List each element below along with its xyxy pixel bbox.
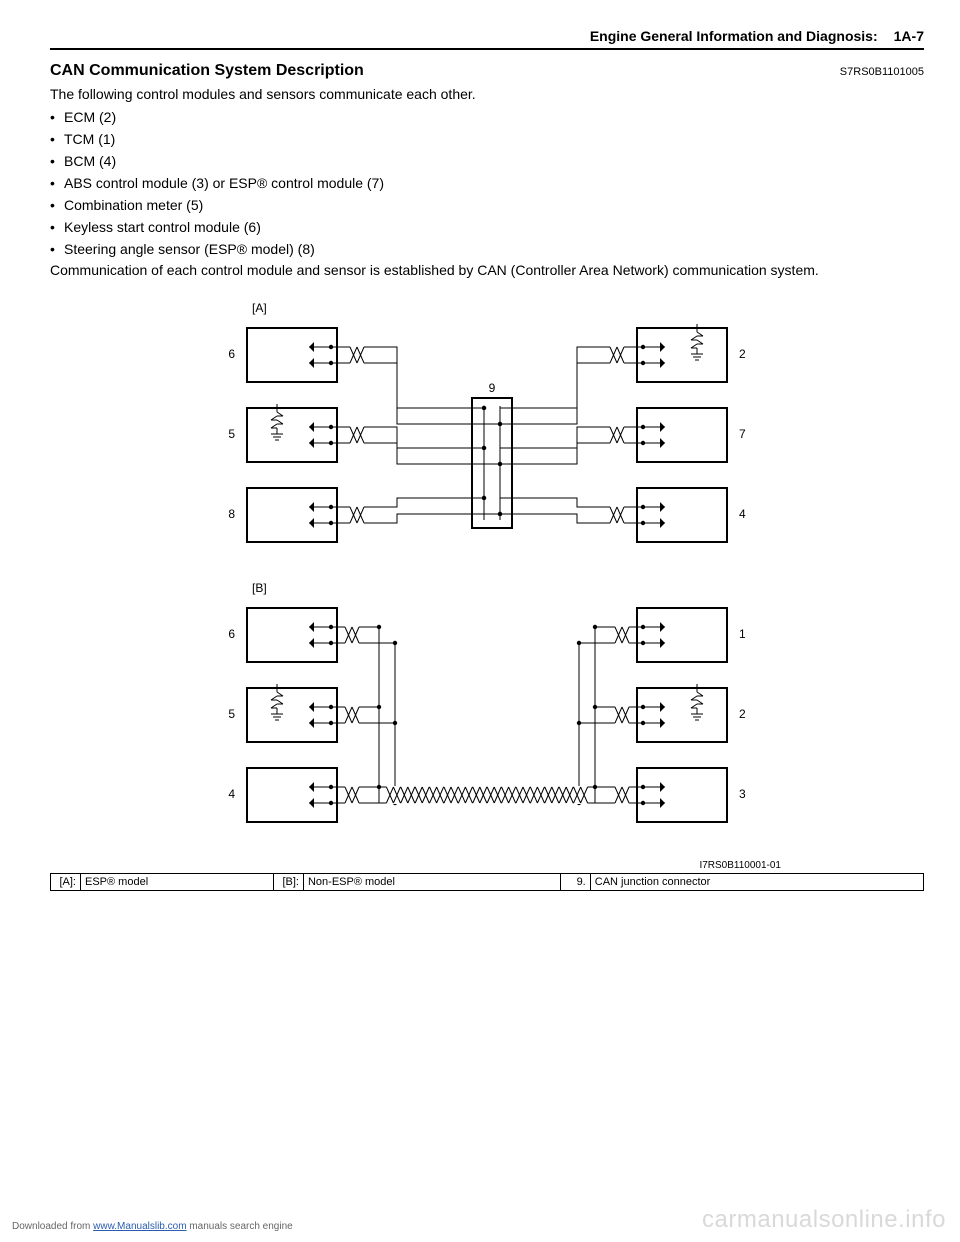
- svg-text:4: 4: [739, 507, 746, 521]
- legend-key: [A]:: [51, 873, 81, 890]
- svg-text:3: 3: [739, 787, 746, 801]
- svg-text:9: 9: [489, 381, 496, 395]
- header-page: 1A-7: [894, 28, 924, 44]
- page-header: Engine General Information and Diagnosis…: [50, 28, 924, 50]
- svg-text:[B]: [B]: [252, 581, 267, 595]
- svg-text:[A]: [A]: [252, 301, 267, 315]
- legend-key: 9.: [560, 873, 590, 890]
- module-item: Combination meter (5): [50, 194, 924, 216]
- module-item: Keyless start control module (6): [50, 216, 924, 238]
- svg-text:8: 8: [228, 507, 235, 521]
- section-title: CAN Communication System Description: [50, 62, 364, 80]
- can-diagram: [A] 6 5 8 2 7 4 9 [B] 6 5 4 1 2 3 I7RS0B110001-01: [187, 298, 787, 871]
- diagram-b: [B] 6 5 4 1 2 3: [187, 578, 787, 858]
- diagram-a: [A] 6 5 8 2 7 4 9: [187, 298, 787, 578]
- svg-text:2: 2: [739, 347, 746, 361]
- module-list: ECM (2) TCM (1) BCM (4) ABS control modu…: [50, 106, 924, 260]
- section-doc-id: S7RS0B1101005: [840, 66, 924, 78]
- footer-prefix: Downloaded from: [12, 1221, 93, 1232]
- footer: Downloaded from www.Manualslib.com manua…: [12, 1221, 293, 1232]
- figure-id: I7RS0B110001-01: [187, 860, 787, 871]
- legend-row: [A]: ESP® model [B]: Non-ESP® model 9. C…: [51, 873, 924, 890]
- legend-table: [A]: ESP® model [B]: Non-ESP® model 9. C…: [50, 873, 924, 891]
- svg-text:6: 6: [228, 627, 235, 641]
- paragraph: Communication of each control module and…: [50, 262, 924, 280]
- svg-text:2: 2: [739, 707, 746, 721]
- module-item: ECM (2): [50, 106, 924, 128]
- legend-val: Non-ESP® model: [303, 873, 560, 890]
- module-item: Steering angle sensor (ESP® model) (8): [50, 238, 924, 260]
- svg-text:5: 5: [228, 707, 235, 721]
- footer-suffix: manuals search engine: [187, 1221, 293, 1232]
- header-title: Engine General Information and Diagnosis…: [590, 28, 878, 44]
- svg-text:1: 1: [739, 627, 746, 641]
- legend-val: CAN junction connector: [590, 873, 923, 890]
- legend-val: ESP® model: [81, 873, 274, 890]
- svg-text:7: 7: [739, 427, 746, 441]
- module-item: ABS control module (3) or ESP® control m…: [50, 172, 924, 194]
- svg-text:6: 6: [228, 347, 235, 361]
- intro-text: The following control modules and sensor…: [50, 86, 924, 102]
- footer-link[interactable]: www.Manualslib.com: [93, 1221, 186, 1232]
- module-item: TCM (1): [50, 128, 924, 150]
- svg-text:5: 5: [228, 427, 235, 441]
- svg-text:4: 4: [228, 787, 235, 801]
- module-item: BCM (4): [50, 150, 924, 172]
- watermark: carmanualsonline.info: [702, 1206, 946, 1234]
- legend-key: [B]:: [273, 873, 303, 890]
